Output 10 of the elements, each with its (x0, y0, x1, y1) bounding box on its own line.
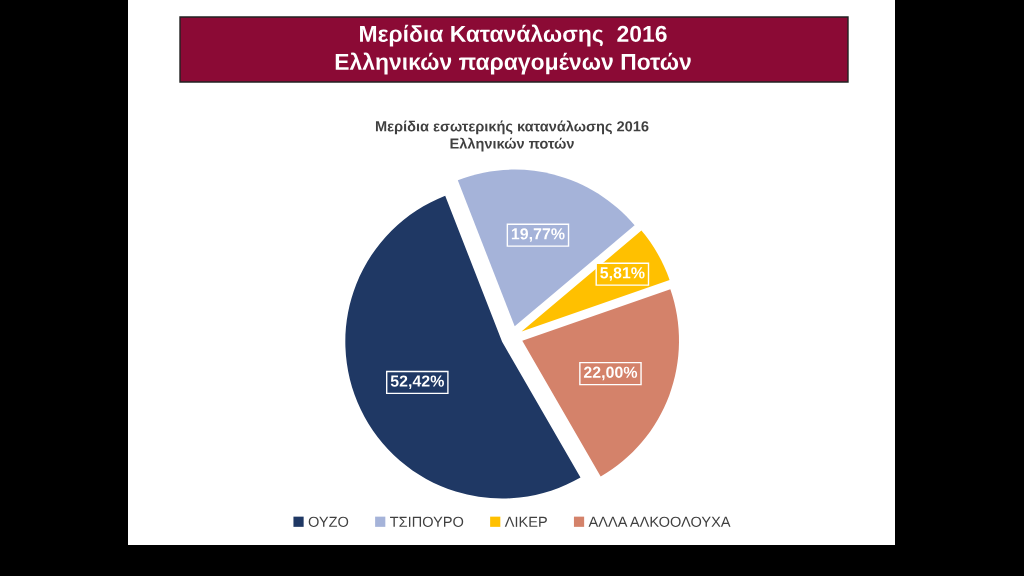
legend-label: ΑΛΛΑ ΑΛΚΟΟΛΟΥΧΑ (588, 516, 731, 527)
data-label: 22,00% (583, 366, 638, 381)
legend-label: ΟΥΖΟ (308, 516, 349, 527)
chart-subtitle: Μερίδια εσωτερικής κατανάλωσης 2016 Ελληνικών ποτών (375, 120, 649, 152)
data-label: 5,81% (600, 267, 645, 281)
data-label: 52,42% (390, 375, 444, 390)
chart-title: Μερίδια Κατανάλωσης 2016 Ελληνικών παραγομένων Ποτών (335, 24, 691, 75)
legend-label: ΤΣΙΠΟΥΡΟ (390, 516, 464, 527)
legend-label: ΛΙΚΕΡ (504, 516, 547, 527)
data-label: 19,77% (511, 228, 565, 242)
